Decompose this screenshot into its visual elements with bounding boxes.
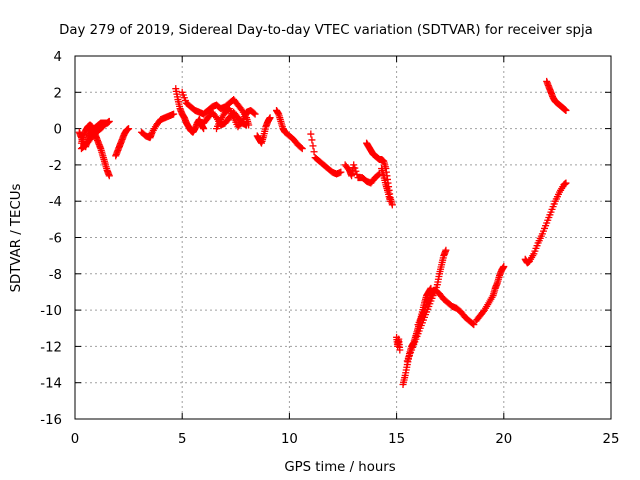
data-point <box>243 121 251 129</box>
data-point <box>351 164 359 172</box>
x-tick-label: 25 <box>603 432 620 447</box>
data-point <box>352 167 360 175</box>
data-point <box>310 148 318 156</box>
y-tick-label: 0 <box>54 123 62 138</box>
y-axis-label: SDTVAR / TECUs <box>9 184 24 293</box>
x-tick-label: 15 <box>388 432 405 447</box>
y-tick-label: -6 <box>49 232 62 247</box>
data-point <box>307 130 315 138</box>
data-point <box>251 110 259 118</box>
data-point <box>562 179 570 187</box>
data-point <box>170 110 178 118</box>
x-tick-label: 20 <box>495 432 512 447</box>
chart-title: Day 279 of 2019, Sidereal Day-to-day VTE… <box>59 23 593 38</box>
y-tick-label: -2 <box>49 159 62 174</box>
plot-frame <box>74 55 612 420</box>
data-point <box>105 117 113 125</box>
y-tick-label: -4 <box>49 195 62 210</box>
data-point <box>374 171 382 179</box>
data-point <box>386 197 394 205</box>
data-point <box>98 124 106 132</box>
data-point <box>470 321 478 329</box>
data-point <box>298 145 306 153</box>
x-tick-label: 0 <box>71 432 79 447</box>
x-tick-label: 5 <box>178 432 186 447</box>
data-point <box>562 106 570 114</box>
y-tick-label: -8 <box>49 268 62 283</box>
y-tick-label: -12 <box>40 340 62 355</box>
data-point <box>297 144 305 152</box>
y-tick-label: 2 <box>54 86 62 101</box>
data-point <box>337 168 345 176</box>
y-tick-label: -10 <box>40 304 62 319</box>
data-point <box>427 284 435 292</box>
x-axis-label: GPS time / hours <box>284 460 395 475</box>
y-tick-label: 4 <box>54 50 62 65</box>
data-marks <box>75 77 570 389</box>
data-point <box>442 246 450 254</box>
data-point <box>350 161 358 169</box>
data-point <box>237 119 245 127</box>
data-point <box>500 263 508 271</box>
data-point <box>99 123 107 131</box>
data-point <box>266 114 274 122</box>
grid <box>75 56 611 419</box>
data-point <box>388 201 396 209</box>
y-tick-label: -16 <box>40 413 62 428</box>
axes: 0 5 10 15 20 25 -16 -14 -12 -10 -8 -6 -4 -2 0 2 4 <box>40 50 619 447</box>
y-tick-label: -14 <box>40 377 62 392</box>
data-point <box>308 136 316 144</box>
data-point <box>396 346 404 354</box>
data-point <box>309 142 317 150</box>
data-point <box>250 109 258 117</box>
data-point <box>125 125 133 133</box>
data-point <box>105 172 113 180</box>
x-tick-label: 10 <box>281 432 298 447</box>
